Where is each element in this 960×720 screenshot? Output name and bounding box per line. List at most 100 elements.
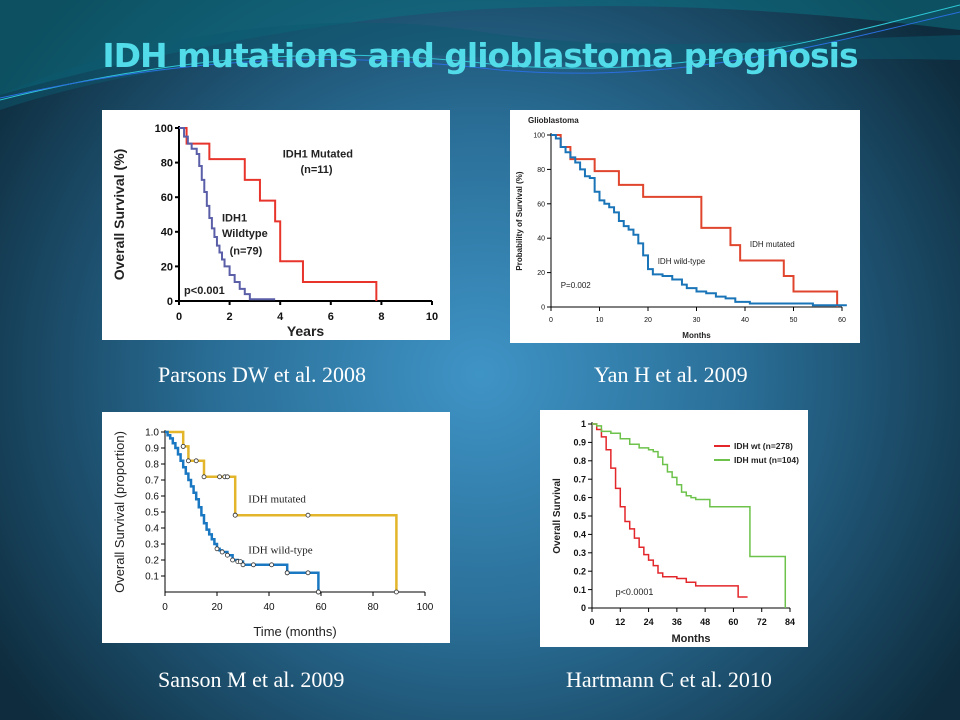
x-tick-label: 36 <box>672 617 682 627</box>
y-tick-label: 80 <box>161 157 173 169</box>
x-tick-label: 60 <box>728 617 738 627</box>
censor-mark <box>219 549 225 555</box>
y-tick-label: 0.4 <box>145 524 159 535</box>
x-tick-label: 60 <box>315 602 327 613</box>
x-tick-label: 50 <box>790 317 798 324</box>
survival-curve-idh1-wildtype <box>179 127 276 301</box>
y-tick-label: 0.7 <box>573 474 586 484</box>
y-tick-label: 0.8 <box>145 460 159 471</box>
y-tick-label: 0.7 <box>145 476 159 487</box>
y-tick-label: 0.9 <box>573 438 586 448</box>
survival-curve-idh-wild-type <box>551 134 847 307</box>
censor-mark <box>284 570 290 576</box>
censor-mark <box>214 546 220 552</box>
x-tick-label: 40 <box>263 602 275 613</box>
survival-curve-idh-mutated <box>551 134 839 307</box>
x-tick-label: 12 <box>615 617 625 627</box>
annotation: Wildtype <box>222 228 268 240</box>
censor-mark <box>393 589 399 595</box>
chart-title: Glioblastoma <box>528 116 579 125</box>
y-axis-label: Overall Survival (%) <box>111 149 127 281</box>
x-tick-label: 84 <box>785 617 795 627</box>
chart-hartmann-2010: 0 12 24 36 48 60 72 84 0 0.1 0.2 0.3 0.4 0.5 0.6 0.7 0.8… <box>540 410 808 647</box>
chart-sanson-2009: 0 20 40 60 80 100 0.1 0.2 0.3 0.4 0.5 0.6 0.7 0.8 0.9 1… <box>102 412 450 643</box>
x-axis-label: Time (months) <box>253 624 336 639</box>
censor-mark <box>230 557 236 563</box>
censor-mark <box>240 562 246 568</box>
y-tick-label: 100 <box>533 132 545 139</box>
x-tick-label: 6 <box>328 311 334 323</box>
survival-curve-idh-wild-type <box>165 430 320 592</box>
chart-svg-sanson: 0 20 40 60 80 100 0.1 0.2 0.3 0.4 0.5 0.6 0.7 0.8 0.9 1… <box>112 428 434 640</box>
censor-mark <box>250 562 256 568</box>
x-tick-label: 24 <box>644 617 654 627</box>
slide-title: IDH mutations and glioblastoma prognosis <box>102 36 858 75</box>
censor-mark <box>186 458 191 464</box>
annotation: p<0.001 <box>184 285 225 297</box>
x-tick-label: 72 <box>757 617 767 627</box>
chart-svg-hartmann: 0 12 24 36 48 60 72 84 0 0.1 0.2 0.3 0.4 0.5 0.6 0.7 0.8… <box>552 419 799 645</box>
annotation: (n=11) <box>300 164 332 176</box>
annotation: IDH mutated <box>750 240 795 249</box>
x-tick-label: 30 <box>693 317 701 324</box>
y-tick-label: 0 <box>581 603 586 613</box>
x-axis-label: Months <box>671 633 710 645</box>
censor-mark <box>305 512 311 518</box>
y-tick-label: 40 <box>161 227 173 239</box>
y-tick-label: 40 <box>537 236 545 243</box>
y-tick-label: 20 <box>161 261 173 273</box>
y-tick-label: 0.5 <box>573 511 586 521</box>
annotation: (n=79) <box>230 245 263 257</box>
y-tick-label: 0.3 <box>573 548 586 558</box>
censor-mark <box>237 559 243 565</box>
annotation: IDH1 Mutated <box>283 148 353 160</box>
y-axis-label: Overall Survival <box>552 478 563 554</box>
x-tick-label: 0 <box>589 617 594 627</box>
y-tick-label: 0.3 <box>145 540 159 551</box>
annotation: IDH wild-type <box>658 257 706 266</box>
y-tick-label: 80 <box>537 167 545 174</box>
y-axis-label: Overall Survival (proportion) <box>112 431 127 593</box>
x-tick-label: 0 <box>176 311 182 323</box>
y-tick-label: 0.4 <box>573 530 586 540</box>
x-axis-label: Years <box>287 323 325 339</box>
y-tick-label: 0.9 <box>145 444 159 455</box>
y-tick-label: 0.6 <box>573 493 586 503</box>
x-tick-label: 8 <box>378 311 384 323</box>
censor-mark <box>232 512 238 518</box>
censor-mark <box>225 474 230 480</box>
y-tick-label: 1.0 <box>145 428 159 439</box>
caption-yan: Yan H et al. 2009 <box>594 362 748 387</box>
y-tick-label: 0.1 <box>573 585 586 595</box>
y-tick-label: 0 <box>541 304 545 311</box>
censor-mark <box>193 458 199 464</box>
censor-mark <box>305 570 311 576</box>
x-tick-label: 48 <box>700 617 710 627</box>
x-tick-label: 60 <box>838 317 846 324</box>
annotation: P=0.002 <box>561 281 592 290</box>
y-tick-label: 0.6 <box>145 492 159 503</box>
censor-mark <box>269 562 275 568</box>
censor-mark <box>315 589 321 595</box>
y-tick-label: 0 <box>167 296 173 308</box>
annotation: p<0.0001 <box>616 587 654 597</box>
survival-curve-idh-mutated <box>165 430 398 592</box>
annotation: IDH1 <box>222 212 247 224</box>
chart-parsons-2008: 0 2 4 6 8 10 0 20 40 60 80 100 Years Overall Survival… <box>102 110 450 340</box>
x-tick-label: 40 <box>741 317 749 324</box>
survival-curve-idh1-mutated <box>179 127 378 301</box>
censor-mark <box>225 552 230 558</box>
caption-parsons: Parsons DW et al. 2008 <box>158 362 366 387</box>
x-tick-label: 0 <box>549 317 553 324</box>
censor-mark <box>217 474 222 480</box>
annotation: IDH wild-type <box>248 545 313 557</box>
x-tick-label: 4 <box>277 311 284 323</box>
y-axis-label: Probability of Survival (%) <box>515 171 524 270</box>
caption-hartmann: Hartmann C et al. 2010 <box>566 667 772 692</box>
x-tick-label: 20 <box>644 317 652 324</box>
x-tick-label: 20 <box>211 602 223 613</box>
censor-mark <box>180 444 186 449</box>
x-axis-label: Months <box>682 331 711 340</box>
x-tick-label: 80 <box>367 602 379 613</box>
